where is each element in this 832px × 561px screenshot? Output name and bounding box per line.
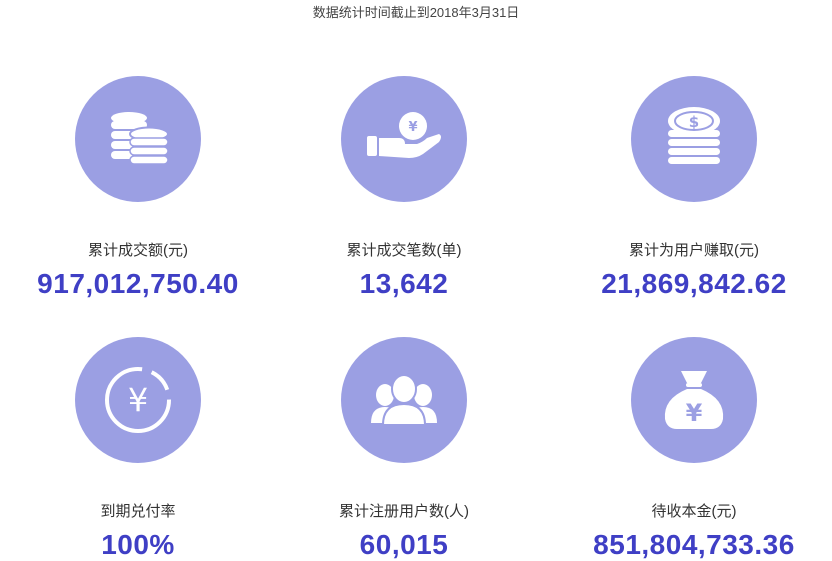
stat-value: 851,804,733.36 [593,529,795,560]
stat-card-registered-users: 累计注册用户数(人) 60,015 [266,337,542,561]
stat-card-user-earnings: $ 累计为用户赚取(元) 21,869,842.62 [556,76,832,300]
stat-icon-circle: ¥ [631,337,757,463]
stat-label: 待收本金(元) [651,503,737,520]
svg-text:$: $ [689,113,699,131]
stat-icon-circle: ¥ [75,337,201,463]
stat-value: 917,012,750.40 [37,268,239,299]
svg-text:¥: ¥ [408,120,417,135]
stat-card-total-volume: 累计成交额(元) 917,012,750.40 [0,76,276,300]
stat-card-total-orders: ¥ 累计成交笔数(单) 13,642 [266,76,542,300]
stat-value: 60,015 [359,529,449,560]
money-bag-icon: ¥ [664,371,724,429]
stat-icon-circle: ¥ [341,76,467,202]
dollar-coin-stack-icon: $ [668,107,720,164]
stat-value: 21,869,842.62 [601,268,787,299]
stat-icon-circle: $ [631,76,757,202]
data-cutoff-note: 数据统计时间截止到2018年3月31日 [312,5,520,20]
svg-text:¥: ¥ [128,381,148,419]
stat-icon-circle [341,337,467,463]
svg-text:¥: ¥ [686,399,703,427]
stat-icon-circle [75,76,201,202]
stat-label: 到期兑付率 [100,503,176,520]
stat-label: 累计为用户赚取(元) [629,242,759,259]
stat-value: 13,642 [359,268,449,299]
users-group-icon [371,374,437,426]
stat-card-pending-principal: ¥ 待收本金(元) 851,804,733.36 [556,337,832,561]
coins-stack-icon [111,112,169,165]
stat-value: 100% [101,529,175,560]
yuan-cycle-icon: ¥ [105,367,171,433]
stat-label: 累计注册用户数(人) [339,503,469,520]
stat-card-repayment-rate: ¥ 到期兑付率 100% [0,337,276,561]
hand-yuan-icon: ¥ [367,112,441,158]
stat-label: 累计成交额(元) [88,242,188,259]
stat-label: 累计成交笔数(单) [346,242,462,259]
